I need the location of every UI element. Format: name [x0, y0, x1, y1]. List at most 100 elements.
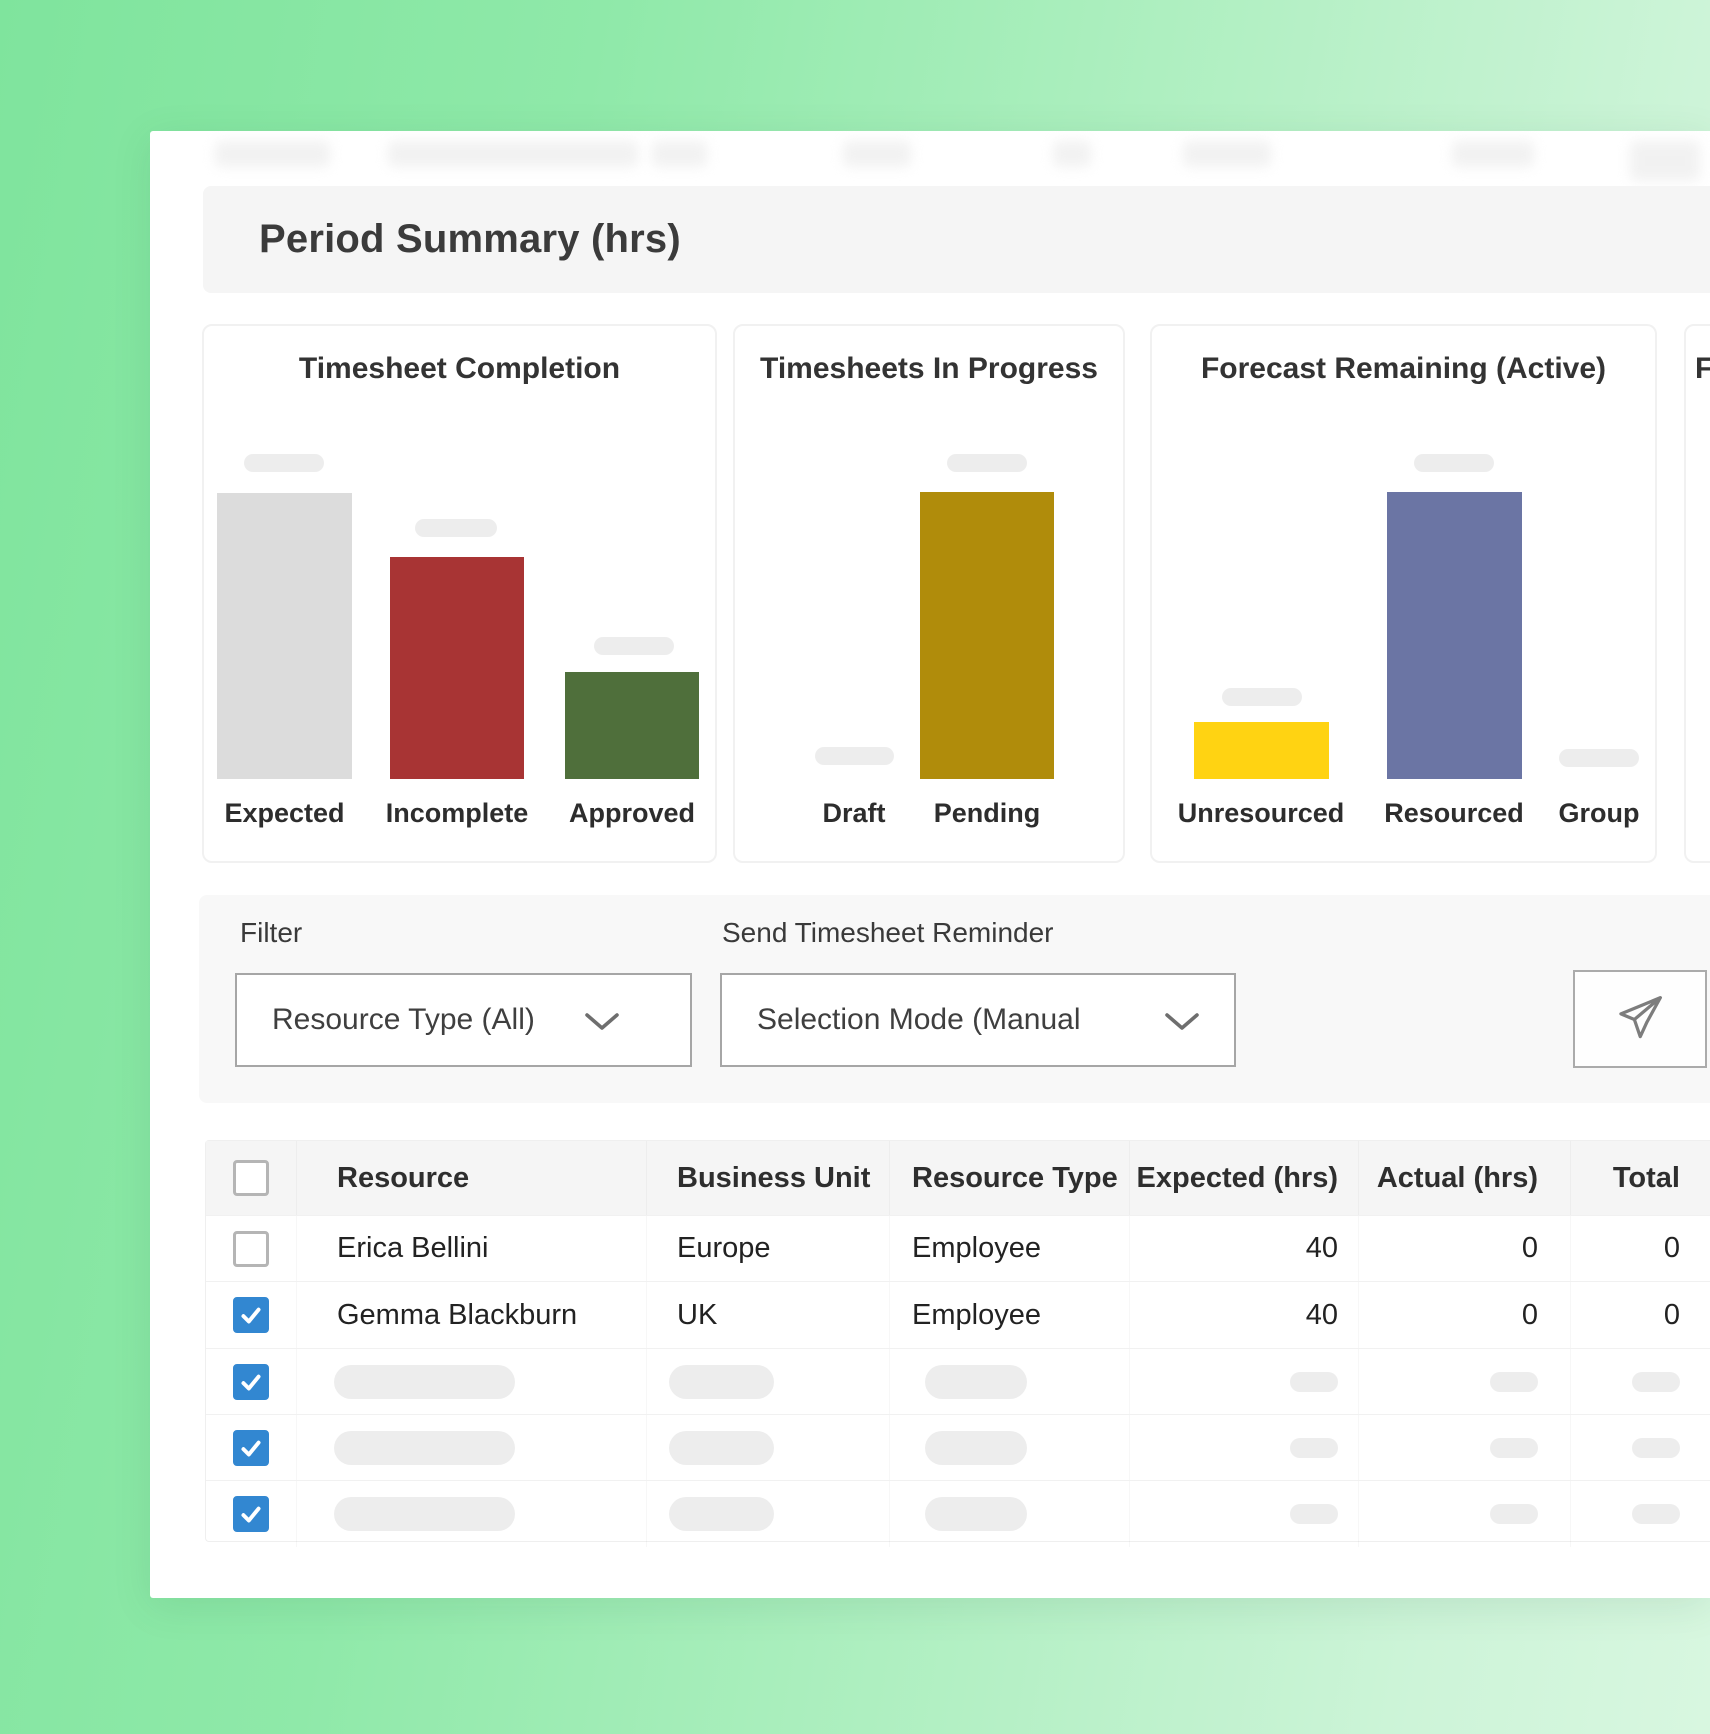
placeholder-pill [1490, 1504, 1538, 1524]
chart-card-timesheet-completion: Timesheet Completion Expected Incomplete… [202, 324, 717, 863]
value-placeholder-pill [1222, 688, 1302, 706]
filter-panel: Filter Send Timesheet Reminder Resource … [199, 895, 1710, 1103]
placeholder-pill [1290, 1504, 1338, 1524]
table-row: Erica Bellini Europe Employee 40 0 0 [206, 1215, 1710, 1281]
resource-type-dropdown-value: Resource Type (All) [272, 1003, 535, 1036]
column-header-expected-hrs[interactable]: Expected (hrs) [1130, 1141, 1359, 1215]
bar-pending [920, 492, 1054, 779]
cell-actual-hrs: 0 [1359, 1282, 1571, 1348]
blurred-toolbar-shape [1452, 141, 1534, 167]
bar-label-expected: Expected [224, 798, 345, 828]
row-checkbox[interactable] [233, 1496, 269, 1532]
placeholder-pill [1632, 1437, 1680, 1458]
send-reminder-button[interactable] [1573, 970, 1707, 1068]
blurred-toolbar-shape [1183, 141, 1271, 167]
bar-incomplete [390, 557, 524, 779]
placeholder-pill [1290, 1371, 1338, 1392]
column-header-business-unit[interactable]: Business Unit [647, 1141, 890, 1215]
blurred-toolbar-shape [1630, 141, 1700, 181]
value-placeholder-pill [815, 747, 894, 765]
placeholder-pill [1290, 1437, 1338, 1458]
blurred-toolbar-shape [652, 141, 707, 167]
chart-title: F [1695, 352, 1710, 385]
blurred-toolbar-shape [843, 141, 911, 167]
cell-resource-type: Employee [890, 1216, 1130, 1281]
bar-label-draft: Draft [822, 798, 886, 828]
bar-label-approved: Approved [568, 798, 695, 828]
bar-label-unresourced: Unresourced [1177, 798, 1345, 828]
value-placeholder-pill [244, 454, 324, 472]
placeholder-pill [334, 1364, 515, 1399]
send-reminder-label: Send Timesheet Reminder [722, 917, 1054, 948]
selection-mode-dropdown[interactable]: Selection Mode (Manual [720, 973, 1236, 1067]
resource-type-dropdown[interactable]: Resource Type (All) [235, 973, 692, 1067]
cell-total: 0 [1663, 1232, 1680, 1264]
row-checkbox[interactable] [233, 1230, 269, 1267]
panel-header: Period Summary (hrs) [203, 186, 1710, 293]
cell-resource: Erica Bellini [297, 1216, 647, 1281]
bar-label-incomplete: Incomplete [385, 798, 529, 828]
row-checkbox[interactable] [233, 1363, 269, 1400]
column-header-actual-hrs[interactable]: Actual (hrs) [1359, 1141, 1571, 1215]
row-checkbox[interactable] [233, 1297, 269, 1333]
placeholder-pill [1490, 1437, 1538, 1458]
chart-title: Timesheet Completion [298, 352, 621, 385]
column-header-resource[interactable]: Resource [297, 1141, 647, 1215]
placeholder-pill [669, 1364, 774, 1399]
placeholder-pill [334, 1497, 515, 1531]
table-header-row: Resource Business Unit Resource Type Exp… [206, 1141, 1710, 1215]
page-title: Period Summary (hrs) [259, 217, 681, 261]
value-placeholder-pill [415, 519, 497, 537]
placeholder-pill [1632, 1504, 1680, 1524]
table-row-placeholder [206, 1414, 1710, 1480]
bar-expected [217, 493, 352, 779]
value-placeholder-pill [1559, 749, 1639, 767]
table-row-placeholder [206, 1480, 1710, 1547]
cell-business-unit: Europe [647, 1216, 890, 1281]
placeholder-pill [925, 1364, 1027, 1399]
cell-actual-hrs: 0 [1359, 1216, 1571, 1281]
chart-card-clipped: F [1684, 324, 1710, 863]
bar-resourced [1387, 492, 1522, 779]
chart-title: Forecast Remaining (Active) [1200, 352, 1607, 385]
bar-label-resourced: Resourced [1384, 798, 1524, 828]
cell-resource: Gemma Blackburn [297, 1282, 647, 1348]
placeholder-pill [1632, 1371, 1680, 1392]
column-header-total[interactable]: Total [1612, 1161, 1680, 1194]
blurred-toolbar-shape [388, 141, 638, 167]
value-placeholder-pill [1414, 454, 1494, 472]
bar-approved [565, 672, 699, 779]
value-placeholder-pill [947, 454, 1027, 472]
placeholder-pill [669, 1497, 774, 1531]
table-row: Gemma Blackburn UK Employee 40 0 0 [206, 1281, 1710, 1348]
cell-expected-hrs: 40 [1130, 1216, 1359, 1281]
bar-unresourced [1194, 722, 1329, 779]
select-all-checkbox[interactable] [233, 1160, 269, 1196]
column-header-resource-type[interactable]: Resource Type [890, 1141, 1130, 1215]
row-checkbox[interactable] [233, 1429, 269, 1466]
placeholder-pill [334, 1430, 515, 1465]
placeholder-pill [925, 1430, 1027, 1465]
blurred-toolbar-shape [1053, 141, 1091, 167]
table-row-placeholder [206, 1348, 1710, 1414]
send-paper-plane-icon [1614, 992, 1666, 1047]
placeholder-pill [1490, 1371, 1538, 1392]
bar-label-group: Group [1558, 798, 1640, 828]
chart-card-forecast-remaining: Forecast Remaining (Active) Unresourced … [1150, 324, 1657, 863]
selection-mode-dropdown-value: Selection Mode (Manual [757, 1003, 1081, 1036]
value-placeholder-pill [594, 637, 674, 655]
placeholder-pill [669, 1430, 774, 1465]
cell-business-unit: UK [647, 1282, 890, 1348]
blurred-toolbar-shape [215, 141, 330, 167]
resource-table: Resource Business Unit Resource Type Exp… [205, 1140, 1710, 1542]
placeholder-pill [925, 1497, 1027, 1531]
bar-label-pending: Pending [933, 798, 1041, 828]
chevron-down-icon [584, 1012, 620, 1037]
cell-resource-type: Employee [890, 1282, 1130, 1348]
chart-title: Timesheets In Progress [760, 352, 1098, 385]
chart-card-timesheets-in-progress: Timesheets In Progress Draft Pending [733, 324, 1125, 863]
chevron-down-icon [1164, 1012, 1200, 1037]
cell-total: 0 [1663, 1298, 1680, 1331]
filter-label: Filter [240, 917, 303, 948]
